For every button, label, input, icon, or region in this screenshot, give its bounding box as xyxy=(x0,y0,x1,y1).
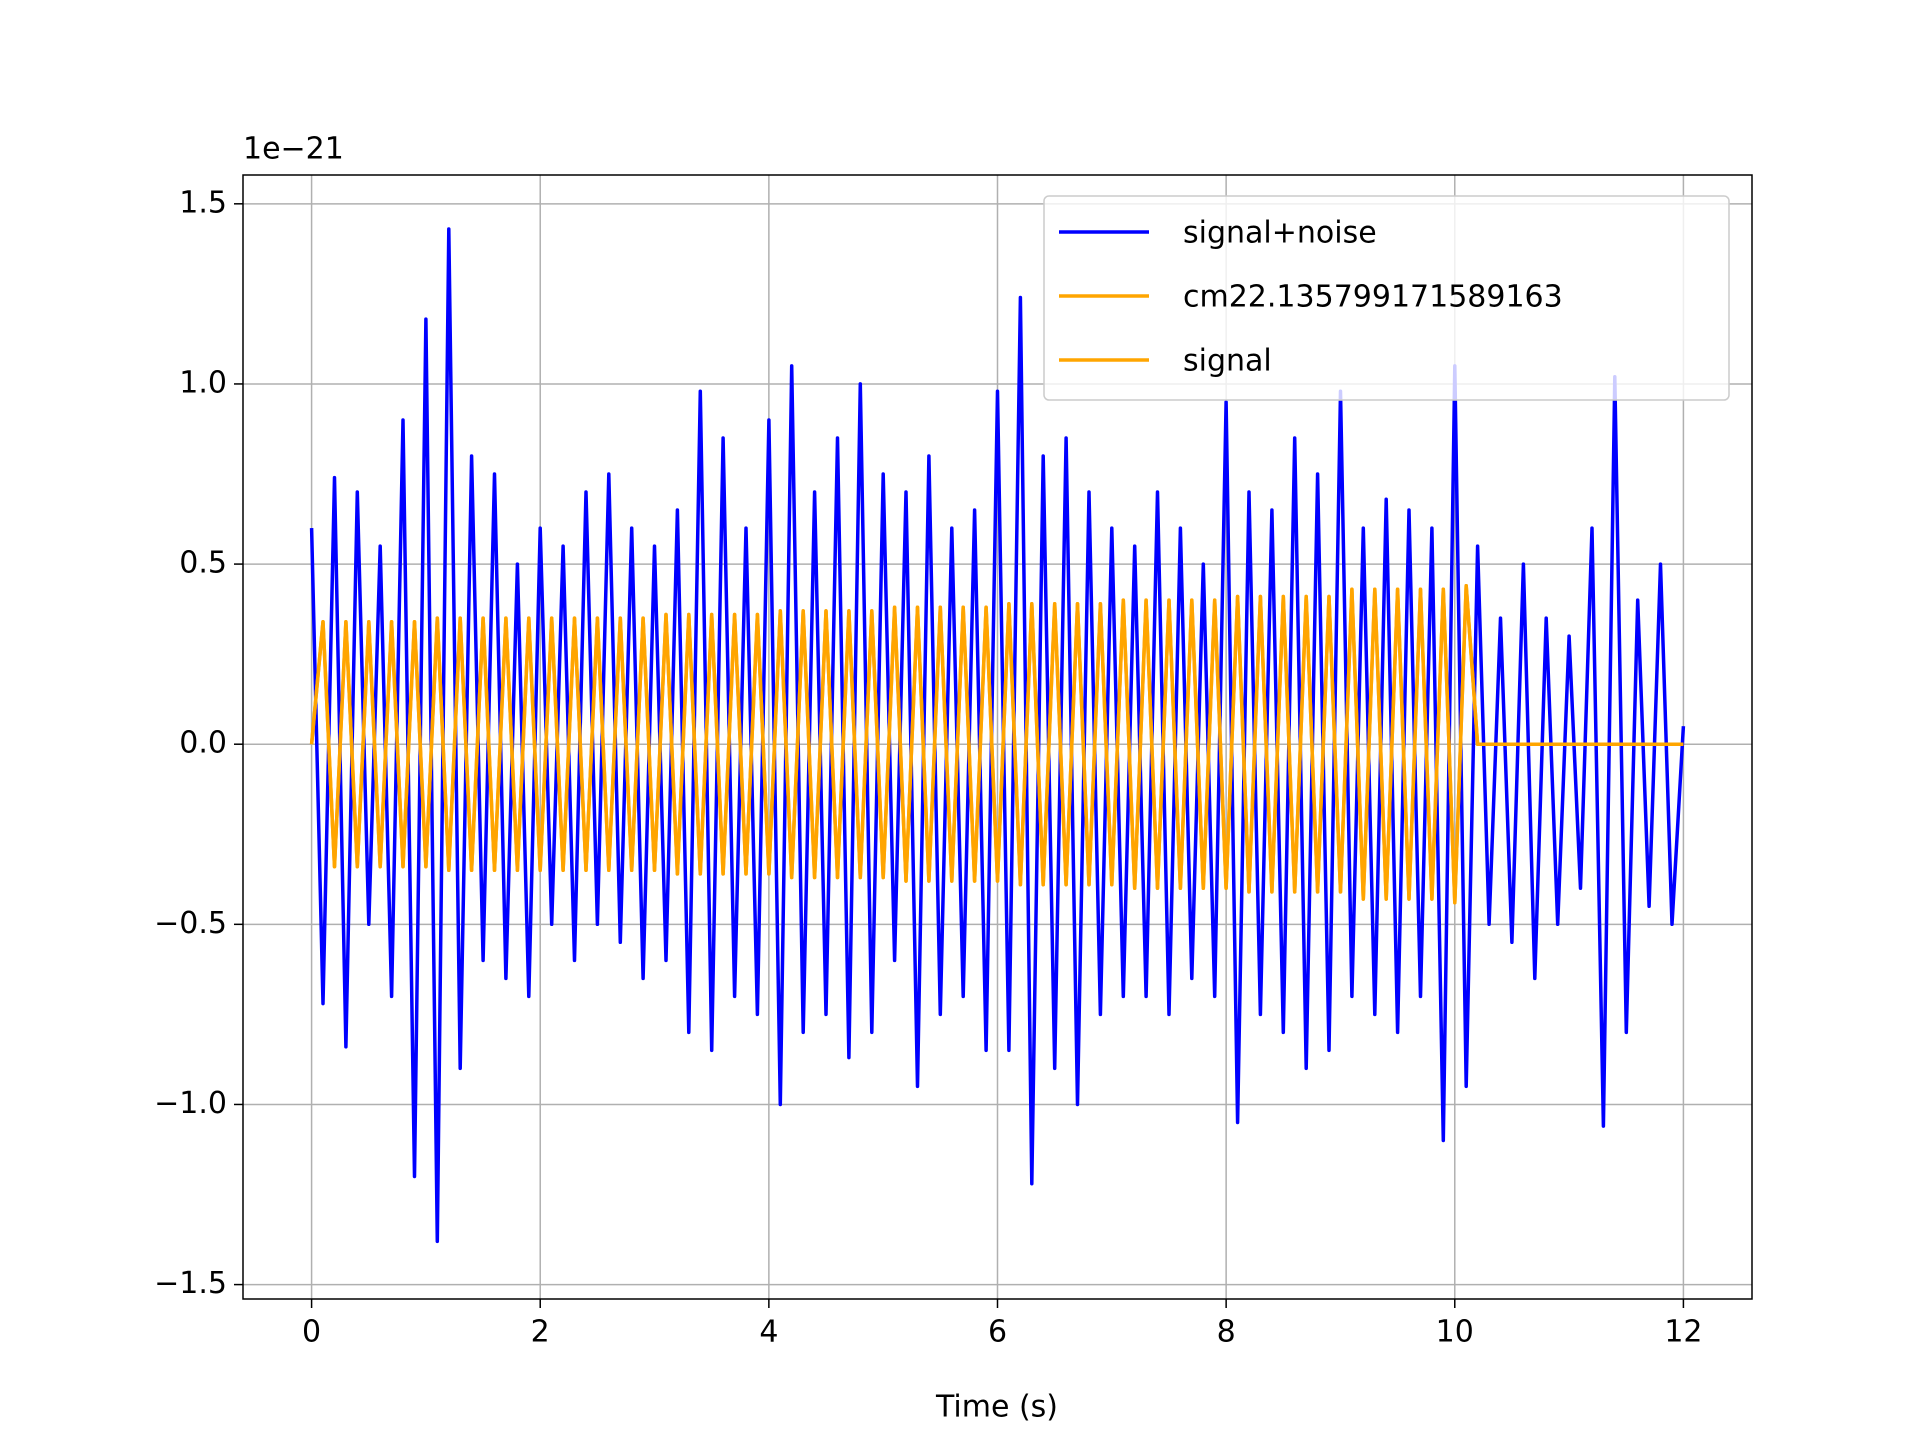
y-tick-label: −1.5 xyxy=(154,1266,227,1301)
y-tick-label: −1.0 xyxy=(154,1086,227,1121)
y-offset-label: 1e−21 xyxy=(243,132,344,167)
plot-frame xyxy=(242,174,1753,1300)
series-line xyxy=(309,583,1684,905)
y-tick-label: 1.5 xyxy=(179,185,227,220)
x-tick-label: 0 xyxy=(302,1315,321,1350)
y-tick-label: 0.5 xyxy=(179,546,227,581)
y-tick-label: 0.0 xyxy=(179,726,227,761)
legend-label: signal xyxy=(1183,344,1272,379)
x-tick-label: 8 xyxy=(1217,1315,1236,1350)
legend-label: signal+noise xyxy=(1183,216,1377,251)
legend-box xyxy=(1043,195,1730,401)
x-tick-label: 4 xyxy=(759,1315,778,1350)
y-tick-label: −0.5 xyxy=(154,906,227,941)
y-tick-label: 1.0 xyxy=(179,365,227,400)
x-tick-label: 10 xyxy=(1436,1315,1474,1350)
x-tick-label: 6 xyxy=(988,1315,1007,1350)
x-tick-label: 12 xyxy=(1664,1315,1702,1350)
x-axis-label: Time (s) xyxy=(935,1390,1058,1425)
x-tick-label: 2 xyxy=(531,1315,550,1350)
legend-label: cm22.135799171589163 xyxy=(1183,280,1563,315)
